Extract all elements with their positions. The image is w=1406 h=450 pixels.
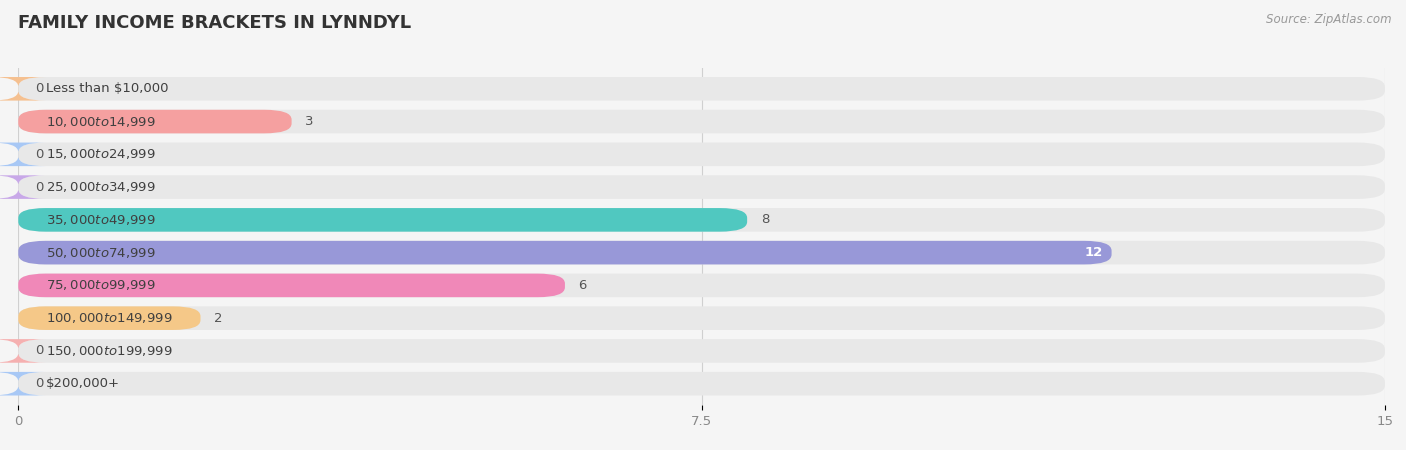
Text: $15,000 to $24,999: $15,000 to $24,999 — [45, 147, 155, 162]
FancyBboxPatch shape — [0, 176, 45, 199]
Text: 0: 0 — [35, 82, 44, 95]
FancyBboxPatch shape — [18, 306, 201, 330]
Text: 2: 2 — [214, 312, 222, 324]
Text: 6: 6 — [579, 279, 586, 292]
FancyBboxPatch shape — [18, 306, 1385, 330]
FancyBboxPatch shape — [18, 372, 1385, 396]
Text: 0: 0 — [35, 344, 44, 357]
Text: $10,000 to $14,999: $10,000 to $14,999 — [45, 115, 155, 129]
Text: 12: 12 — [1084, 246, 1102, 259]
Text: $50,000 to $74,999: $50,000 to $74,999 — [45, 246, 155, 260]
FancyBboxPatch shape — [18, 208, 747, 232]
FancyBboxPatch shape — [18, 274, 565, 297]
FancyBboxPatch shape — [0, 339, 45, 363]
Text: 0: 0 — [35, 377, 44, 390]
Text: 0: 0 — [35, 180, 44, 194]
FancyBboxPatch shape — [18, 176, 1385, 199]
Text: $25,000 to $34,999: $25,000 to $34,999 — [45, 180, 155, 194]
FancyBboxPatch shape — [18, 208, 1385, 232]
Text: FAMILY INCOME BRACKETS IN LYNNDYL: FAMILY INCOME BRACKETS IN LYNNDYL — [18, 14, 412, 32]
Text: $100,000 to $149,999: $100,000 to $149,999 — [45, 311, 172, 325]
Text: 0: 0 — [35, 148, 44, 161]
FancyBboxPatch shape — [18, 110, 1385, 133]
Text: 3: 3 — [305, 115, 314, 128]
FancyBboxPatch shape — [18, 110, 291, 133]
Text: $150,000 to $199,999: $150,000 to $199,999 — [45, 344, 172, 358]
Text: Source: ZipAtlas.com: Source: ZipAtlas.com — [1267, 14, 1392, 27]
Text: $200,000+: $200,000+ — [45, 377, 120, 390]
FancyBboxPatch shape — [18, 339, 1385, 363]
FancyBboxPatch shape — [0, 77, 45, 101]
FancyBboxPatch shape — [18, 77, 1385, 101]
FancyBboxPatch shape — [0, 143, 45, 166]
FancyBboxPatch shape — [18, 143, 1385, 166]
Text: 8: 8 — [761, 213, 769, 226]
Text: Less than $10,000: Less than $10,000 — [45, 82, 169, 95]
FancyBboxPatch shape — [18, 241, 1112, 265]
FancyBboxPatch shape — [18, 274, 1385, 297]
Text: $35,000 to $49,999: $35,000 to $49,999 — [45, 213, 155, 227]
FancyBboxPatch shape — [0, 372, 45, 396]
Text: $75,000 to $99,999: $75,000 to $99,999 — [45, 279, 155, 292]
FancyBboxPatch shape — [18, 241, 1385, 265]
